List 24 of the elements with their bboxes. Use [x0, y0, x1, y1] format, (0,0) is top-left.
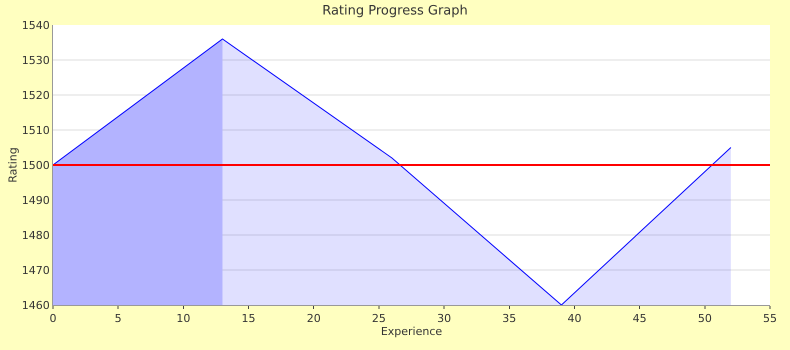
x-tick-label: 25 [372, 312, 386, 326]
y-tick-label: 1500 [22, 158, 50, 172]
x-tick-label: 35 [502, 312, 516, 326]
y-tick-label: 1520 [22, 88, 50, 102]
x-tick-label: 0 [50, 312, 56, 326]
x-tick-label: 40 [567, 312, 582, 326]
y-tick-label: 1480 [22, 228, 50, 242]
y-tick-label: 1490 [22, 194, 50, 207]
y-tick-label: 1510 [22, 124, 50, 137]
chart-title: Rating Progress Graph [322, 3, 468, 18]
y-tick-label: 1470 [22, 264, 50, 277]
x-tick-label: 10 [176, 312, 190, 326]
x-tick-label: 50 [698, 312, 712, 326]
y-tick-label: 1530 [22, 54, 50, 67]
y-axis-title: Rating [6, 147, 20, 183]
x-tick-label: 45 [632, 312, 647, 326]
x-tick-label: 20 [306, 312, 321, 326]
x-tick-label: 5 [114, 312, 122, 326]
x-tick-label: 55 [763, 312, 777, 326]
x-tick-label: 30 [437, 312, 452, 326]
y-tick-label: 1460 [22, 298, 50, 312]
y-tick-label: 1540 [22, 18, 50, 32]
x-tick-label: 15 [242, 312, 256, 326]
x-axis-title: Experience [380, 325, 442, 338]
